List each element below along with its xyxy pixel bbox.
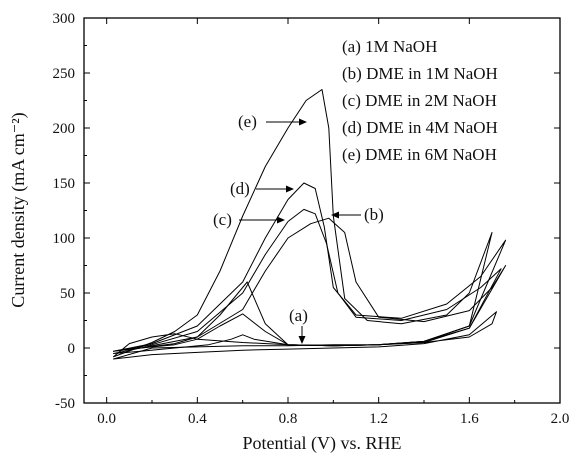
callout-e-label: (e) <box>238 112 257 131</box>
legend: (a) 1M NaOH (b) DME in 1M NaOH (c) DME i… <box>342 37 498 164</box>
y-tick-label: 0 <box>68 341 76 357</box>
y-axis-title: Current density (mA cm⁻²) <box>8 112 29 307</box>
y-tick-label: 250 <box>53 66 76 82</box>
y-tick-label: 50 <box>60 286 75 302</box>
series-line-d <box>113 182 507 352</box>
series-line-b <box>113 217 507 354</box>
series-layer <box>113 89 507 360</box>
callout-a-arrowhead <box>298 336 306 344</box>
y-tick-label: 200 <box>53 121 76 137</box>
legend-entry-c: (c) DME in 2M NaOH <box>342 91 497 110</box>
callout-b-arrowhead <box>331 211 339 219</box>
y-tick-label: 100 <box>53 231 76 247</box>
legend-entry-b: (b) DME in 1M NaOH <box>342 64 498 83</box>
callout-a-label: (a) <box>289 306 308 325</box>
callout-e-arrowhead <box>299 118 307 126</box>
callout-d-arrowhead <box>286 185 294 193</box>
x-axis-title: Potential (V) vs. RHE <box>243 433 402 454</box>
x-tick-label: 2.0 <box>551 411 570 427</box>
legend-entry-a: (a) 1M NaOH <box>342 37 437 56</box>
x-tick-label: 0.8 <box>279 411 298 427</box>
callout-b-label: (b) <box>364 205 384 224</box>
series-line-c <box>113 208 502 352</box>
callout-c-label: (c) <box>213 210 232 229</box>
x-tick-label: 1.6 <box>460 411 479 427</box>
x-tick-label: 0.4 <box>188 411 207 427</box>
callout-d-label: (d) <box>230 179 250 198</box>
x-tick-label: 1.2 <box>369 411 388 427</box>
callout-c-arrowhead <box>277 216 285 224</box>
series-line-e <box>113 89 493 358</box>
legend-entry-e: (e) DME in 6M NaOH <box>342 145 497 164</box>
ticks-layer: 0.0 0.4 0.8 1.2 1.6 2.0 -50 0 50 100 150 200 250 300 <box>53 11 570 427</box>
y-tick-label: 150 <box>53 176 76 192</box>
y-tick-label: -50 <box>55 396 75 412</box>
y-tick-label: 300 <box>53 11 76 27</box>
callouts: (e) (d) (c) (b) (a) <box>213 112 384 344</box>
x-tick-label: 0.0 <box>97 411 116 427</box>
legend-entry-d: (d) DME in 4M NaOH <box>342 118 498 137</box>
series-line-a <box>113 311 497 360</box>
